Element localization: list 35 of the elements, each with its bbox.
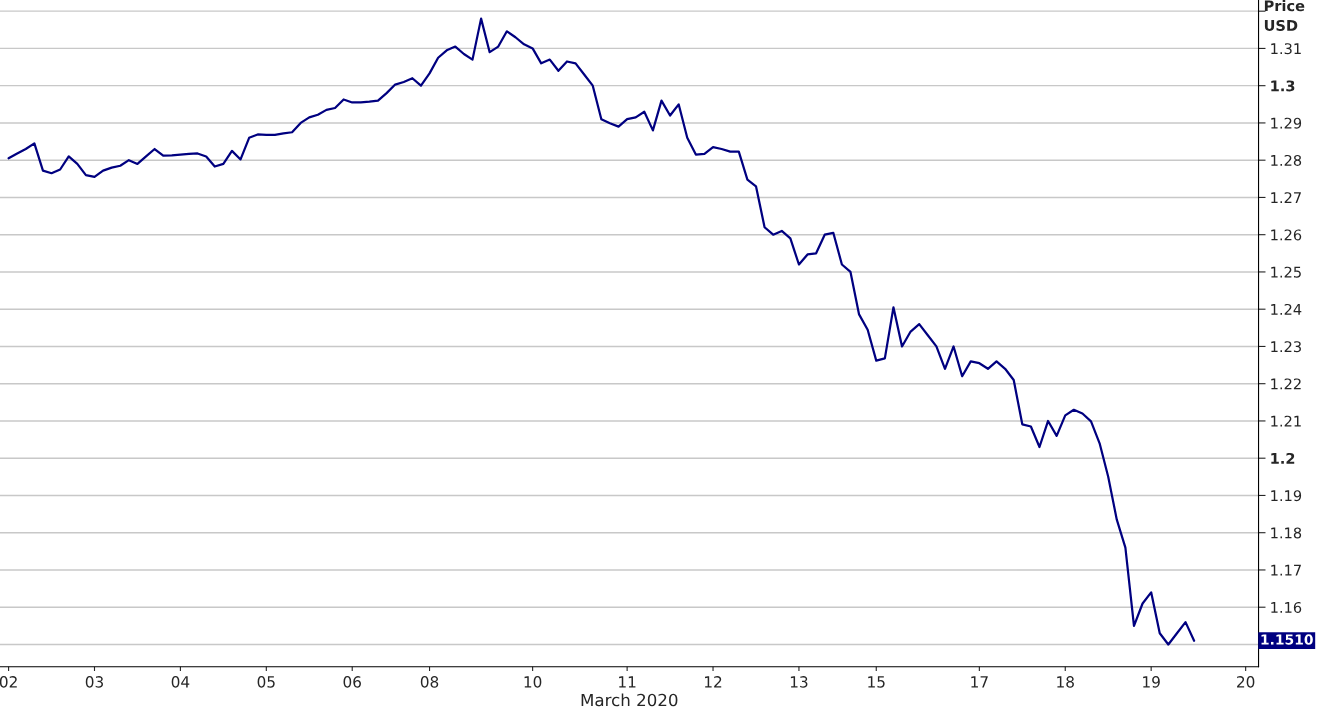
line-series bbox=[7, 17, 1196, 646]
x-tick-label: 18 bbox=[1057, 676, 1074, 688]
x-tick-label: 03 bbox=[85, 676, 103, 688]
text: 1.1510 bbox=[1261, 634, 1313, 645]
x-tick-label: 13 bbox=[790, 676, 808, 688]
y-tick-label: 1.31 bbox=[1271, 43, 1301, 55]
y-tick-label: 1.19 bbox=[1271, 490, 1302, 502]
x-tick-label: 17 bbox=[971, 676, 988, 688]
y-tick-label: 1.2 bbox=[1271, 452, 1295, 464]
x-tick-label: 11 bbox=[619, 676, 636, 688]
y-tick-label: 1.27 bbox=[1271, 192, 1301, 203]
y-tick-label: 1.17 bbox=[1271, 564, 1301, 576]
y-tick-label: 1.26 bbox=[1271, 229, 1302, 241]
x-tick-label: 10 bbox=[524, 676, 542, 688]
y-tick-label: 1.21 bbox=[1271, 415, 1301, 427]
y-tick-label: 1.18 bbox=[1271, 527, 1302, 539]
y-tick-label: 1.24 bbox=[1271, 303, 1302, 315]
x-tick-label: 19 bbox=[1143, 676, 1160, 688]
y-tick-label: 1.28 bbox=[1271, 154, 1302, 166]
x-axis-title: March 2020 bbox=[581, 693, 678, 707]
y-tick-label: 1.25 bbox=[1271, 266, 1301, 278]
y-tick-label: 1.29 bbox=[1271, 117, 1302, 129]
x-tick-label: 12 bbox=[704, 676, 722, 688]
y-tick-label: 1.3 bbox=[1271, 80, 1295, 92]
y-tick-label: 1.22 bbox=[1271, 378, 1301, 390]
x-tick-label: 15 bbox=[868, 676, 885, 688]
y-axis-title: Price USD bbox=[1264, 0, 1305, 31]
y-tick-label: 1.16 bbox=[1271, 601, 1302, 613]
x-tick-label: 04 bbox=[171, 676, 190, 688]
x-tick-label: 05 bbox=[257, 676, 275, 688]
x-tick-label: 20 bbox=[1237, 676, 1255, 688]
x-tick-label: 08 bbox=[420, 676, 439, 688]
x-tick-label: 02 bbox=[0, 676, 17, 688]
x-tick-label: 06 bbox=[343, 676, 361, 688]
y-tick-label: 1.23 bbox=[1271, 341, 1301, 353]
